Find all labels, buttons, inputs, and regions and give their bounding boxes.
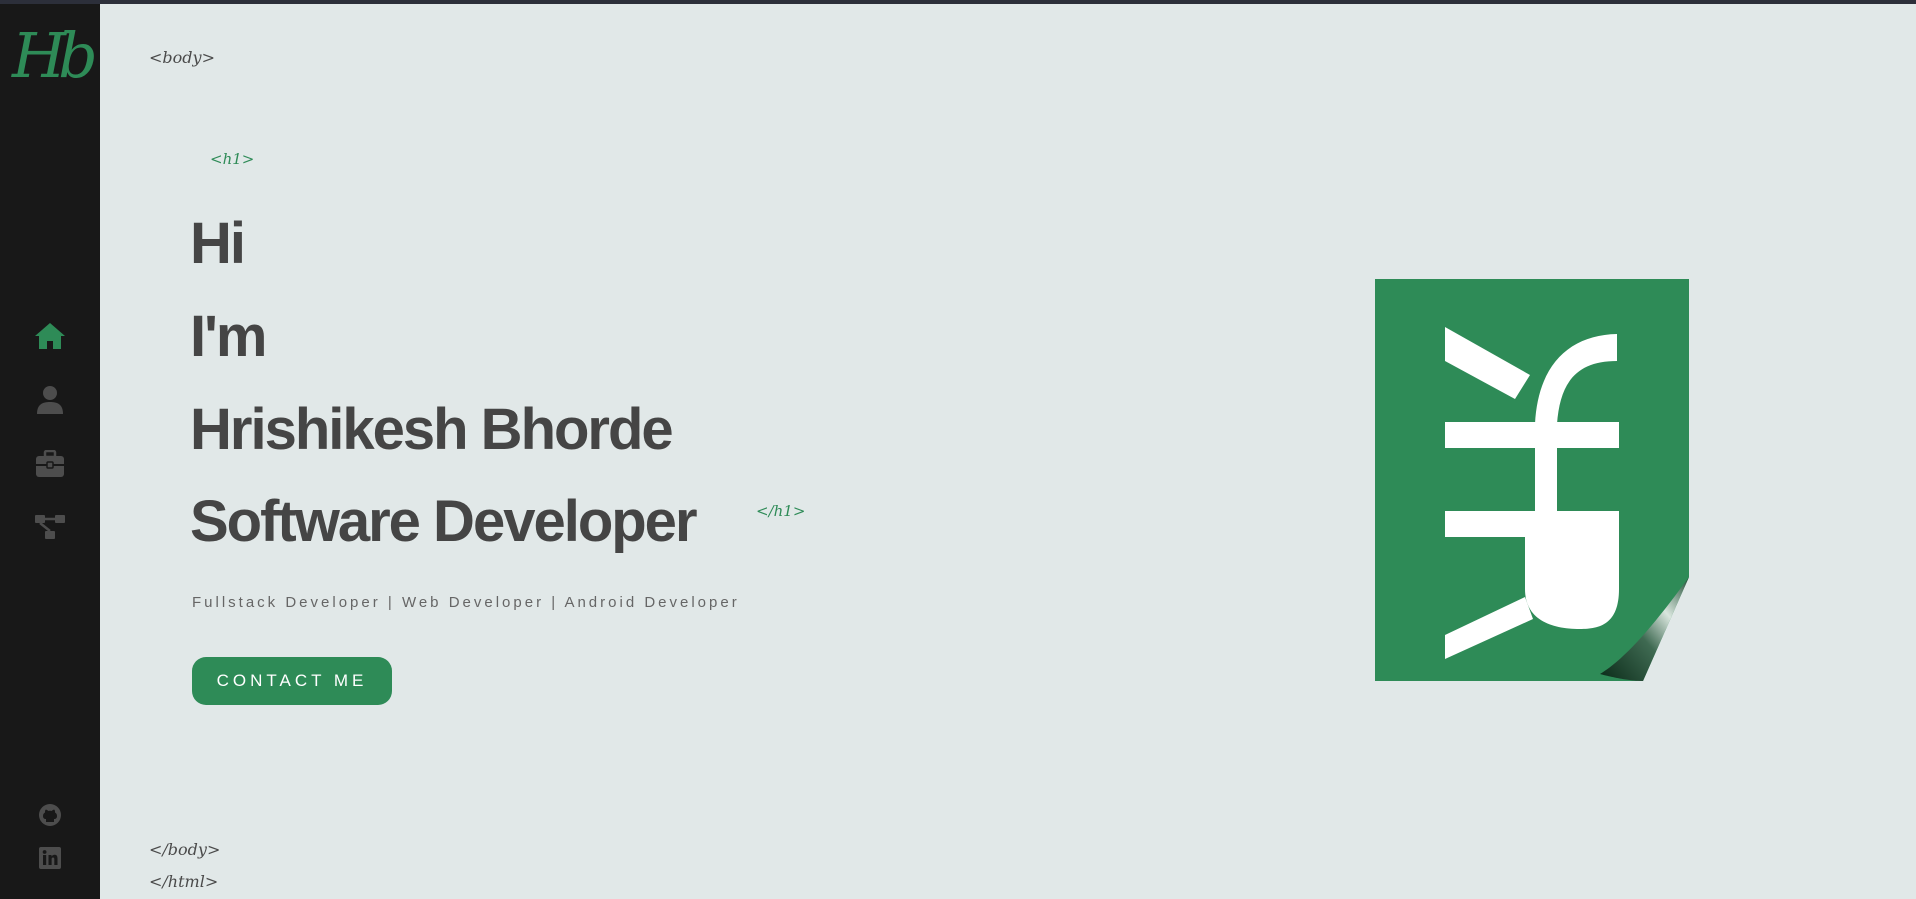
hero-line-im: I'm: [190, 304, 267, 369]
briefcase-icon: [36, 450, 64, 477]
sidebar: Hb: [0, 4, 100, 899]
github-link[interactable]: [34, 799, 66, 831]
nav-skills-link[interactable]: [30, 507, 70, 547]
contact-me-button[interactable]: CONTACT ME: [192, 657, 392, 705]
site-logo[interactable]: Hb: [12, 19, 98, 92]
hero-subtitle: Fullstack Developer | Web Developer | An…: [192, 594, 740, 611]
linkedin-link[interactable]: [34, 842, 66, 874]
hero-role: Software Developer: [190, 489, 698, 554]
hero-name: Hrishikesh Bhorde: [190, 397, 674, 462]
hero-line-hi: Hi: [190, 211, 246, 276]
linkedin-icon: [39, 847, 61, 869]
body-close-tag: </body>: [149, 840, 221, 859]
home-icon: [35, 323, 65, 349]
github-icon: [39, 804, 61, 826]
user-icon: [37, 386, 63, 414]
nav-about-link[interactable]: [30, 380, 70, 420]
h1-close-tag: </h1>: [756, 502, 806, 520]
nav-portfolio-link[interactable]: [30, 444, 70, 484]
body-open-tag: <body>: [149, 48, 215, 67]
html-close-tag: </html>: [149, 872, 219, 891]
hero-logo-image: [1375, 279, 1689, 681]
h1-open-tag: <h1>: [210, 150, 255, 168]
nav-home-link[interactable]: [30, 316, 70, 356]
top-border: [0, 0, 1916, 4]
network-icon: [35, 515, 65, 539]
